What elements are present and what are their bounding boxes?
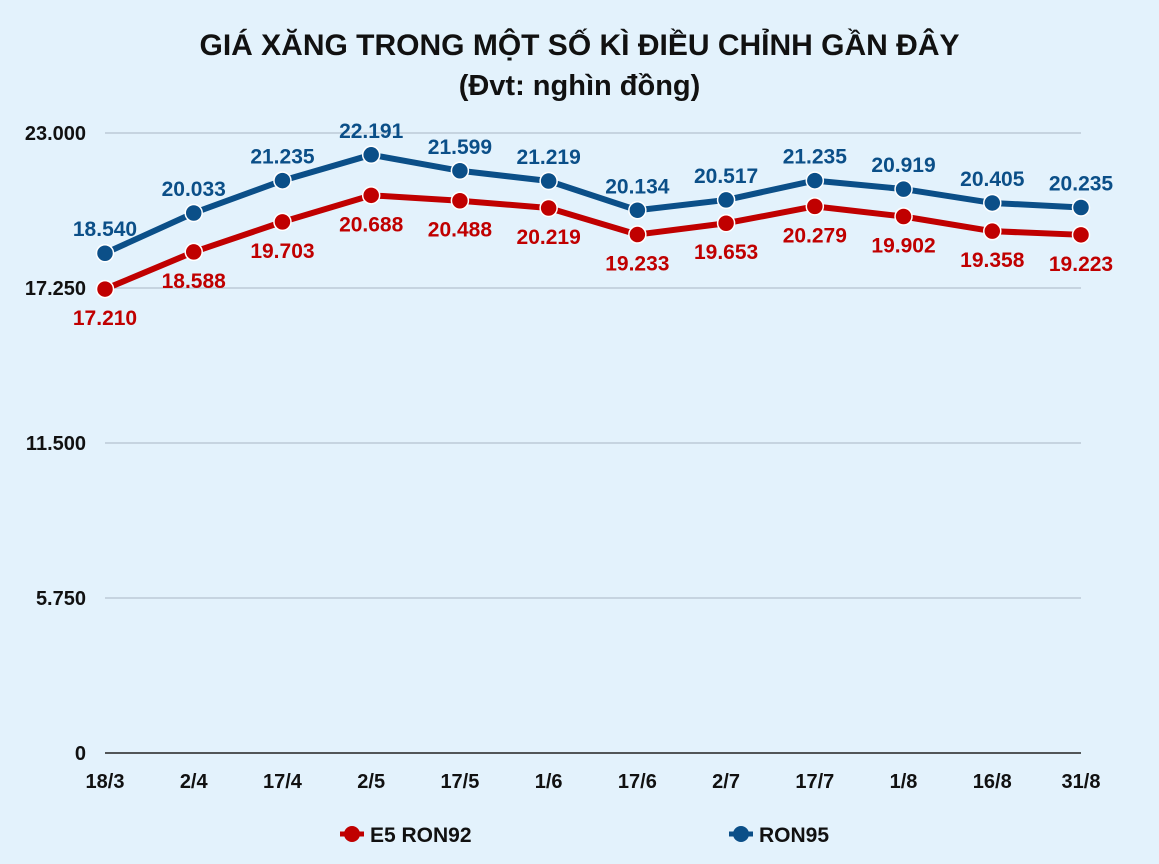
data-point [716, 213, 736, 233]
data-label: 20.919 [871, 154, 935, 177]
data-point [628, 225, 647, 244]
data-point [361, 145, 381, 165]
x-tick-label: 17/6 [618, 771, 657, 793]
x-tick-label: 17/5 [440, 771, 479, 793]
data-label: 19.233 [605, 253, 669, 276]
data-point [894, 179, 913, 199]
data-point [539, 198, 558, 218]
data-point [184, 242, 203, 262]
chart-title: GIÁ XĂNG TRONG MỘT SỐ KÌ ĐIỀU CHỈNH GẦN … [199, 29, 960, 62]
data-label: 21.235 [783, 146, 848, 169]
data-point [450, 161, 470, 181]
data-label: 20.279 [783, 224, 847, 247]
x-tick-label: 2/5 [357, 771, 385, 793]
y-tick-label: 17.250 [25, 278, 86, 300]
data-point [95, 243, 115, 263]
data-point [539, 171, 558, 191]
data-label: 18.540 [73, 218, 137, 241]
series-line-e5-ron92 [102, 192, 1084, 293]
x-tick-label: 17/7 [795, 771, 834, 793]
x-tick-label: 2/7 [712, 771, 740, 793]
data-label: 22.191 [339, 120, 404, 143]
data-point [1071, 225, 1091, 245]
x-tick-label: 18/3 [86, 771, 125, 793]
y-tick-label: 0 [75, 743, 86, 765]
legend-label: RON95 [759, 824, 829, 847]
data-label: 20.235 [1049, 173, 1114, 196]
data-label: 19.653 [694, 241, 758, 264]
legend-marker [733, 826, 749, 842]
data-label: 20.405 [960, 168, 1025, 191]
data-label: 20.517 [694, 165, 758, 188]
data-point [450, 191, 470, 210]
data-point [95, 279, 115, 299]
data-label: 19.358 [960, 249, 1025, 272]
x-tick-label: 31/8 [1062, 771, 1101, 793]
data-point [361, 186, 381, 205]
data-label: 20.033 [162, 178, 226, 201]
x-tick-label: 1/6 [535, 771, 563, 793]
legend-marker [344, 826, 360, 842]
data-label: 20.134 [605, 175, 670, 198]
data-point [628, 201, 647, 220]
data-label: 20.688 [339, 213, 404, 236]
legend-label: E5 RON92 [370, 824, 472, 847]
data-point [273, 171, 292, 190]
series-line-ron95 [102, 151, 1084, 257]
data-label: 19.223 [1049, 253, 1113, 276]
data-label: 21.599 [428, 136, 492, 159]
chart-subtitle: (Đvt: nghìn đồng) [458, 70, 701, 102]
data-label: 17.210 [73, 307, 137, 330]
data-point [894, 207, 913, 226]
data-point [983, 221, 1002, 241]
data-label: 20.219 [517, 226, 581, 249]
x-tick-label: 1/8 [890, 771, 918, 793]
y-tick-label: 5.750 [36, 588, 86, 610]
data-point [273, 212, 292, 232]
data-point [1071, 198, 1091, 217]
x-tick-label: 2/4 [180, 771, 209, 793]
data-point [716, 190, 736, 210]
data-label: 21.219 [517, 146, 581, 169]
data-point [983, 193, 1002, 213]
data-point [805, 171, 825, 190]
x-tick-label: 16/8 [973, 771, 1012, 793]
data-label: 21.235 [250, 146, 315, 169]
x-tick-label: 17/4 [263, 771, 303, 793]
data-label: 18.588 [162, 270, 227, 293]
data-label: 20.488 [428, 219, 493, 242]
data-point [805, 197, 825, 216]
y-tick-label: 11.500 [26, 433, 86, 455]
y-tick-label: 23.000 [25, 123, 86, 145]
data-label: 19.902 [871, 235, 935, 258]
data-label: 19.703 [250, 240, 314, 263]
data-point [184, 203, 203, 223]
